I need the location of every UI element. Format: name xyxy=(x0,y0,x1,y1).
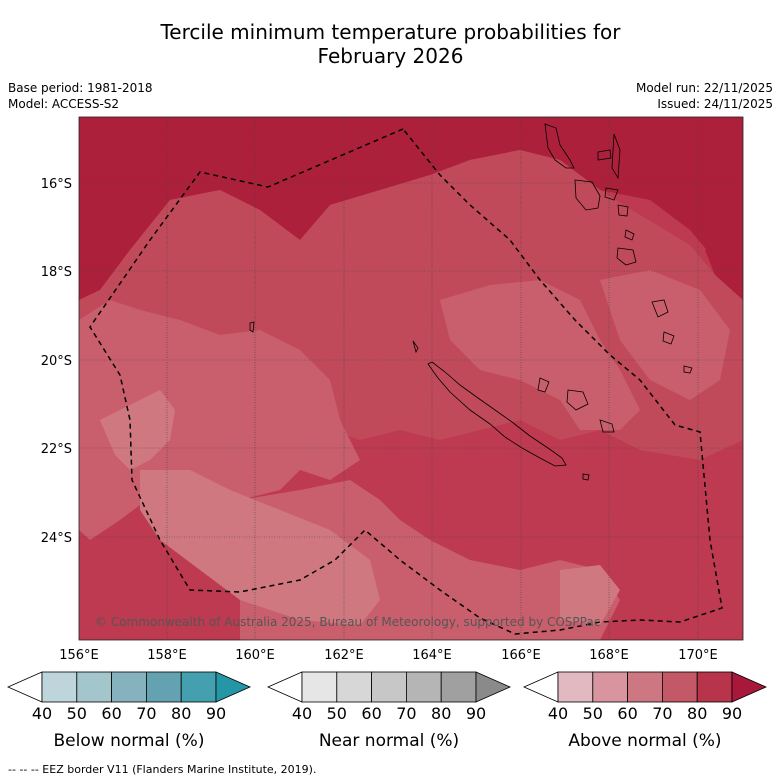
lon-label-170e: 170°E xyxy=(678,648,718,663)
field-light-center xyxy=(440,280,640,430)
colorbar-near-tick-60: 60 xyxy=(361,704,382,723)
base-period-text: Base period: 1981-2018 xyxy=(8,81,153,95)
colorbar-below-tick-50: 50 xyxy=(66,704,87,723)
colorbar-below-segment-70-80 xyxy=(145,671,182,703)
colorbar-below-segment-80-90 xyxy=(180,671,217,703)
colorbar-near-segment-80-90 xyxy=(440,671,477,703)
island-ouvea xyxy=(537,377,550,393)
colorbar-near-label: Near normal (%) xyxy=(318,731,460,751)
colorbar-near-segment-60-70 xyxy=(371,671,407,703)
field-dark-north xyxy=(79,117,743,300)
colorbar-near-tick-80: 80 xyxy=(431,704,452,723)
colorbar-above-tick-50: 50 xyxy=(582,704,603,723)
colorbar-below-over-triangle xyxy=(215,671,251,703)
field-lightest-se xyxy=(560,565,620,625)
map-frame xyxy=(78,116,744,641)
colorbar-below-label: Below normal (%) xyxy=(53,731,205,751)
eez-note: -- -- -- EEZ border V11 (Flanders Marine… xyxy=(8,763,317,776)
model-run-text: Model run: 22/11/2025 xyxy=(635,81,773,95)
lon-label-164e: 164°E xyxy=(412,648,452,663)
island-malekula xyxy=(574,179,601,211)
lat-label-20s: 20°S xyxy=(41,354,72,369)
lon-label-166e: 166°E xyxy=(501,648,541,663)
eez-border xyxy=(89,128,723,635)
lon-label-158e: 158°E xyxy=(147,648,187,663)
colorbar-below-segment-50-60 xyxy=(76,671,113,703)
colorbar-above xyxy=(523,671,767,703)
colorbar-below-tick-80: 80 xyxy=(171,704,192,723)
coastlines xyxy=(249,123,693,481)
colorbar-below-tick-60: 60 xyxy=(101,704,122,723)
island-ambae xyxy=(597,149,612,161)
island-matthew xyxy=(662,331,675,345)
lon-label-160e: 160°E xyxy=(235,648,275,663)
colorbar-below xyxy=(7,671,251,703)
colorbar-above-segment-60-70 xyxy=(627,671,663,703)
colorbar-near-segment-50-60 xyxy=(336,671,372,703)
colorbar-above-over-triangle xyxy=(731,671,767,703)
copyright-text: © Commonwealth of Australia 2025, Bureau… xyxy=(95,615,600,629)
field-light-ne xyxy=(600,270,730,400)
model-text: Model: ACCESS-S2 xyxy=(8,97,120,111)
island-espiritu xyxy=(544,123,575,169)
lon-label-156e: 156°E xyxy=(59,648,99,663)
colorbar-above-segment-50-60 xyxy=(592,671,628,703)
colorbar-near-tick-50: 50 xyxy=(326,704,347,723)
lon-label-162e: 162°E xyxy=(324,648,364,663)
colorbar-above-tick-70: 70 xyxy=(652,704,673,723)
chart-title-line1: Tercile minimum temperature probabilitie… xyxy=(160,20,621,44)
chart-title-line2: February 2026 xyxy=(317,44,464,68)
field-lightest-west xyxy=(100,390,175,470)
lat-label-22s: 22°S xyxy=(41,442,72,457)
island-west xyxy=(249,321,255,333)
field-lightest-south xyxy=(140,470,380,625)
colorbar-near-segment-70-80 xyxy=(405,671,442,703)
colorbar-below-tick-40: 40 xyxy=(31,704,53,723)
colorbar-below-under-triangle xyxy=(7,671,43,703)
colorbar-near-tick-40: 40 xyxy=(291,704,313,723)
lat-label-24s: 24°S xyxy=(41,531,72,546)
island-pentecost xyxy=(611,133,621,180)
island-hunter xyxy=(651,299,669,318)
colorbar-below-tick-90: 90 xyxy=(205,704,227,723)
colorbar-below-segment-60-70 xyxy=(111,671,147,703)
island-efate xyxy=(617,204,629,217)
lat-label-18s: 18°S xyxy=(41,265,72,280)
colorbar-above-tick-90: 90 xyxy=(721,704,743,723)
colorbar-near-over-triangle xyxy=(475,671,511,703)
colorbar-below-segment-40-50 xyxy=(41,671,78,703)
colorbar-above-tick-60: 60 xyxy=(617,704,638,723)
lat-label-16s: 16°S xyxy=(41,177,72,192)
field-dark-spot xyxy=(116,130,142,158)
island-mare xyxy=(599,419,615,433)
island-lifou xyxy=(566,389,589,411)
colorbar-near xyxy=(267,671,511,703)
island-tanna xyxy=(616,247,637,266)
island-east xyxy=(683,365,693,374)
colorbar-above-under-triangle xyxy=(523,671,559,703)
island-epi xyxy=(604,187,619,201)
colorbar-above-tick-80: 80 xyxy=(687,704,708,723)
issued-text: Issued: 24/11/2025 xyxy=(657,97,773,111)
colorbar-above-tick-40: 40 xyxy=(547,704,569,723)
colorbar-above-segment-40-50 xyxy=(557,671,594,703)
colorbar-near-tick-90: 90 xyxy=(465,704,487,723)
colorbar-near-under-triangle xyxy=(267,671,303,703)
colorbar-above-label: Above normal (%) xyxy=(568,731,722,751)
lon-label-168e: 168°E xyxy=(589,648,629,663)
colorbar-near-segment-40-50 xyxy=(301,671,338,703)
island-pines xyxy=(582,473,590,481)
island-belep xyxy=(412,340,419,354)
colorbar-near-tick-70: 70 xyxy=(396,704,417,723)
colorbar-above-segment-70-80 xyxy=(662,671,698,703)
colorbar-above-segment-80-90 xyxy=(696,671,733,703)
new-caledonia xyxy=(427,361,567,467)
probability-field xyxy=(79,117,743,640)
island-erromango xyxy=(624,229,635,241)
colorbar-below-tick-70: 70 xyxy=(136,704,157,723)
